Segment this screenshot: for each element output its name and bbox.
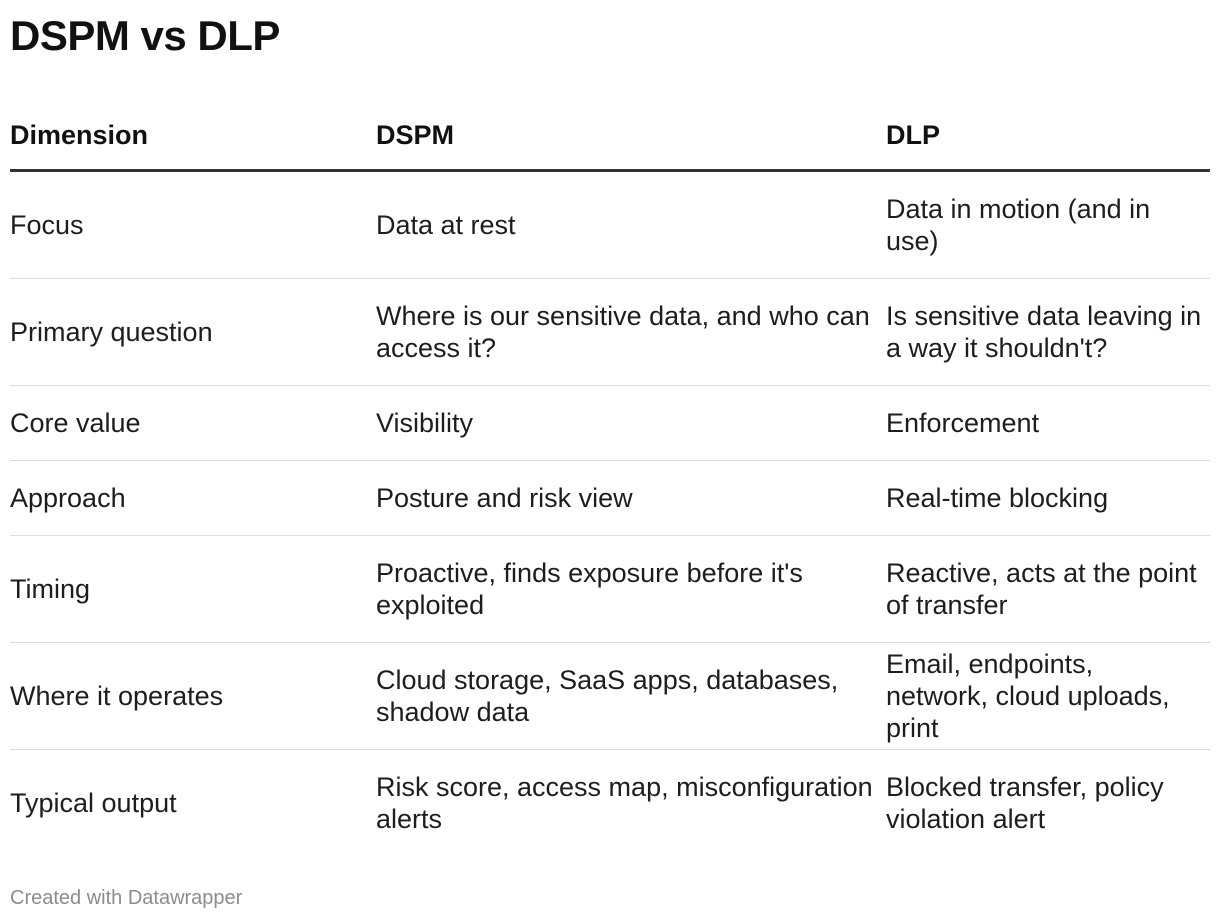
dimension-cell: Core value bbox=[10, 408, 141, 438]
dlp-cell: Real-time blocking bbox=[886, 483, 1109, 513]
table-row: Primary question Where is our sensitive … bbox=[10, 279, 1210, 386]
dlp-cell: Reactive, acts at the point of transfer bbox=[886, 558, 1197, 620]
dimension-cell: Approach bbox=[10, 483, 126, 513]
table-row: Typical output Risk score, access map, m… bbox=[10, 750, 1210, 856]
dlp-cell: Is sensitive data leaving in a way it sh… bbox=[886, 301, 1202, 363]
dspm-cell: Data at rest bbox=[376, 210, 516, 240]
dspm-cell: Posture and risk view bbox=[376, 483, 633, 513]
footer-credit[interactable]: Created with Datawrapper bbox=[10, 887, 243, 909]
dimension-cell: Typical output bbox=[10, 788, 177, 818]
column-header-dimension: Dimension bbox=[10, 119, 149, 150]
table-row: Where it operates Cloud storage, SaaS ap… bbox=[10, 643, 1210, 750]
dlp-cell: Data in motion (and in use) bbox=[886, 194, 1151, 256]
dlp-cell: Blocked transfer, policy violation alert bbox=[886, 772, 1164, 834]
dspm-cell: Cloud storage, SaaS apps, databases, sha… bbox=[376, 665, 839, 727]
dimension-cell: Focus bbox=[10, 210, 84, 240]
column-header-dlp: DLP bbox=[886, 119, 940, 150]
table-row: Approach Posture and risk view Real-time… bbox=[10, 461, 1210, 536]
dimension-cell: Timing bbox=[10, 574, 91, 604]
dimension-cell: Where it operates bbox=[10, 681, 224, 711]
dspm-cell: Risk score, access map, misconfiguration… bbox=[376, 772, 873, 834]
dspm-cell: Visibility bbox=[376, 408, 474, 438]
dlp-cell: Email, endpoints, network, cloud uploads… bbox=[886, 649, 1170, 743]
dspm-cell: Where is our sensitive data, and who can… bbox=[376, 301, 870, 363]
table-row: Focus Data at rest Data in motion (and i… bbox=[10, 172, 1210, 279]
dlp-cell: Enforcement bbox=[886, 408, 1040, 438]
comparison-table: Dimension DSPM DLP Focus Data at rest Da… bbox=[10, 100, 1210, 856]
table-header-row: Dimension DSPM DLP bbox=[10, 100, 1210, 172]
column-header-dspm: DSPM bbox=[376, 119, 455, 150]
page-title: DSPM vs DLP bbox=[10, 12, 280, 59]
dimension-cell: Primary question bbox=[10, 317, 213, 347]
table-row: Core value Visibility Enforcement bbox=[10, 386, 1210, 461]
table-row: Timing Proactive, finds exposure before … bbox=[10, 536, 1210, 643]
dspm-cell: Proactive, finds exposure before it's ex… bbox=[376, 558, 803, 620]
